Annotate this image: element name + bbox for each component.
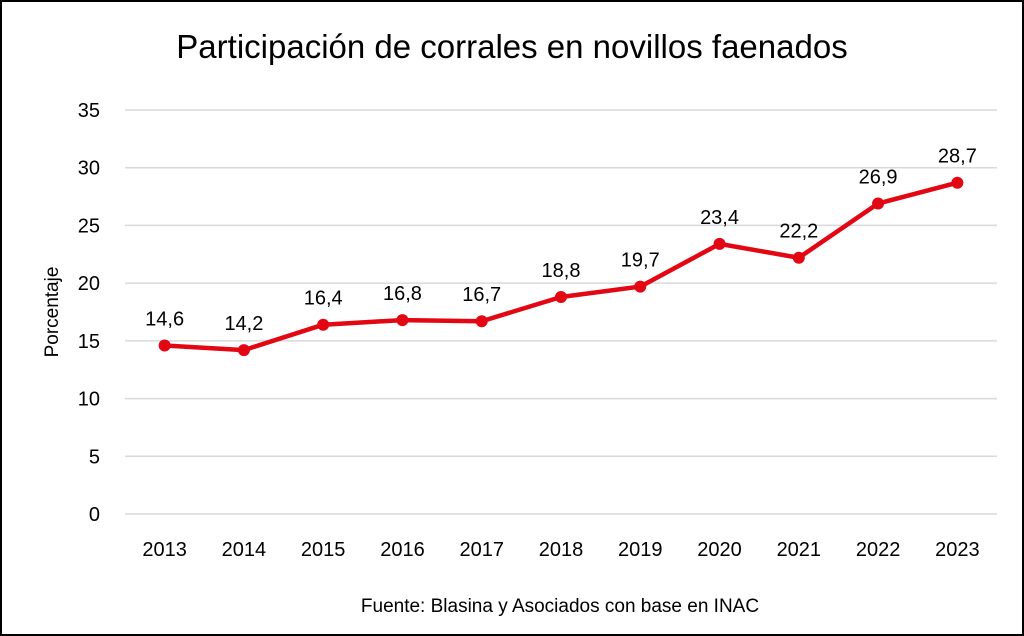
data-label: 14,2 [224, 313, 263, 335]
y-tick-label: 25 [78, 215, 100, 237]
x-tick-label: 2013 [142, 539, 187, 561]
data-label: 23,4 [700, 207, 739, 229]
y-tick-label: 20 [78, 273, 100, 295]
x-tick-label: 2015 [301, 539, 346, 561]
y-tick-label: 15 [78, 331, 100, 353]
data-label: 22,2 [779, 221, 818, 243]
source-note: Fuente: Blasina y Asociados con base en … [361, 596, 759, 617]
y-tick-label: 30 [78, 158, 100, 180]
x-tick-label: 2014 [222, 539, 267, 561]
data-label: 16,7 [462, 284, 501, 306]
data-point [634, 280, 647, 293]
data-label: 16,8 [383, 283, 422, 305]
x-tick-label: 2017 [459, 539, 504, 561]
x-tick-label: 2021 [777, 539, 822, 561]
data-label: 16,4 [304, 288, 343, 310]
data-label: 14,6 [145, 308, 184, 330]
y-axis-label: Porcentaje [42, 267, 63, 358]
x-tick-label: 2023 [935, 539, 980, 561]
x-tick-label: 2019 [618, 539, 663, 561]
series-line [158, 176, 964, 357]
x-tick-label: 2020 [697, 539, 742, 561]
y-axis-ticks: 0 5 10 15 20 25 30 35 [78, 100, 100, 526]
x-tick-label: 2018 [539, 539, 584, 561]
data-label: 28,7 [938, 146, 977, 168]
y-tick-label: 10 [78, 389, 100, 411]
gridlines [125, 109, 997, 515]
data-point [872, 197, 885, 210]
data-point [792, 251, 805, 264]
data-point [713, 237, 726, 250]
data-point [158, 339, 171, 352]
data-point [475, 315, 488, 328]
data-point [317, 318, 330, 331]
y-tick-label: 35 [78, 100, 100, 122]
y-tick-label: 0 [89, 504, 100, 526]
data-point [555, 290, 567, 303]
data-point [396, 314, 409, 327]
data-labels: 14,6 14,2 16,4 16,8 16,7 18,8 19,7 23,4 22,2 26,9… [145, 146, 977, 335]
data-point [237, 344, 250, 357]
data-label: 18,8 [542, 260, 581, 282]
data-label: 26,9 [859, 166, 898, 188]
data-label: 19,7 [621, 250, 660, 272]
x-tick-label: 2016 [380, 539, 425, 561]
x-axis-ticks: 2013 2014 2015 2016 2017 2018 2019 2020 2021 2022… [142, 539, 979, 561]
data-point [951, 176, 964, 189]
x-tick-label: 2022 [856, 539, 901, 561]
chart-title: Participación de corrales en novillos fa… [176, 28, 847, 65]
y-tick-label: 5 [89, 446, 100, 468]
